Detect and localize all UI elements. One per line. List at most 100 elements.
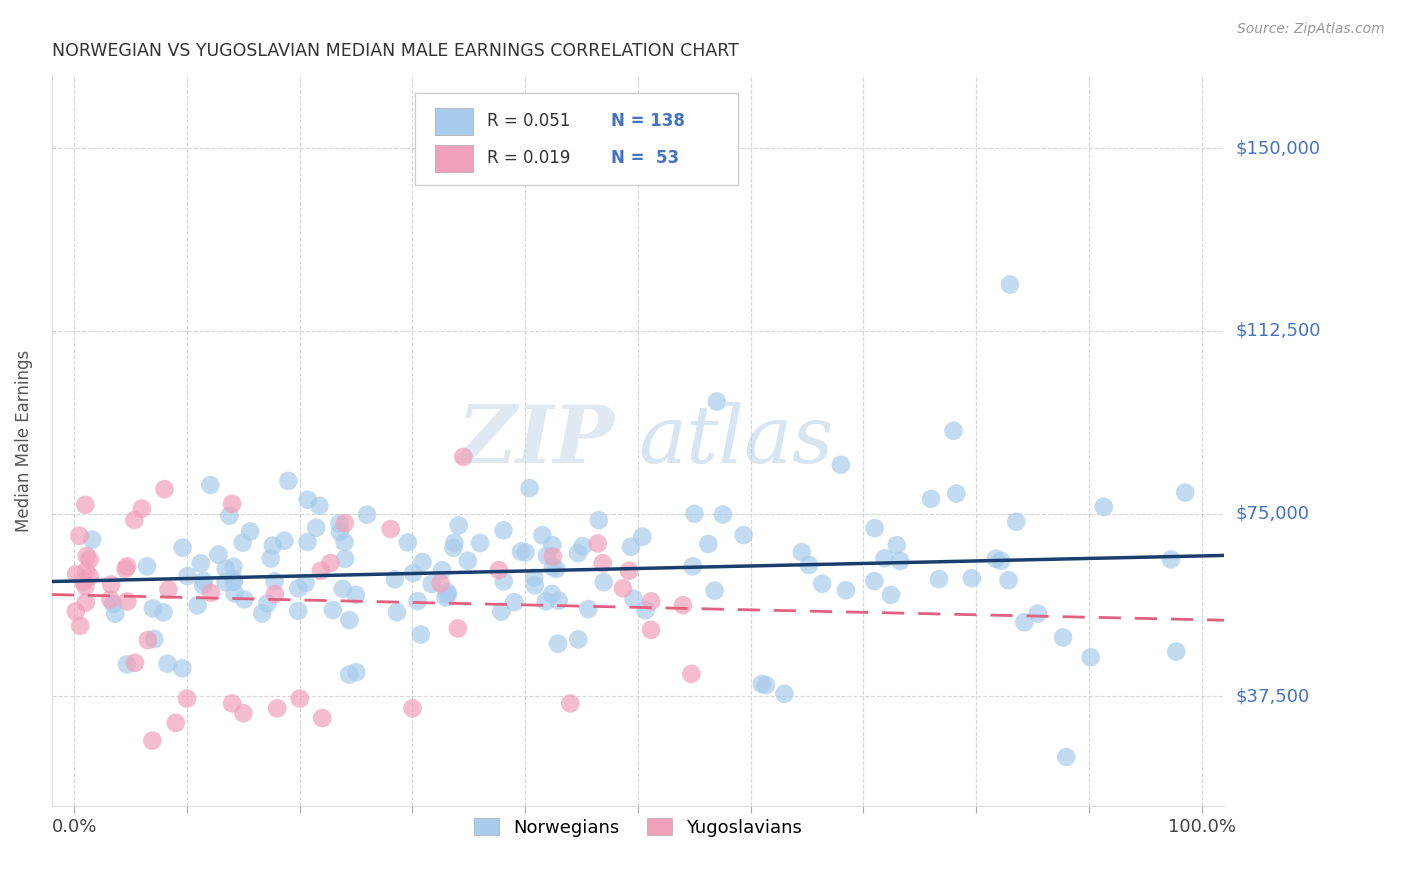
Point [411,555,433,569]
Point [432,563,454,577]
Point [218,508,240,523]
Point [115,657,138,672]
Point [288,691,311,706]
Point [273,533,295,548]
Point [457,554,479,568]
Point [193,578,215,592]
Point [592,575,614,590]
Point [1054,750,1077,764]
Point [640,594,662,608]
Point [224,586,246,600]
Point [523,570,546,584]
Point [124,513,146,527]
Point [260,551,283,566]
Point [79,569,101,583]
Point [409,627,432,641]
Legend: Norwegians, Yugoslavians: Norwegians, Yugoslavians [467,811,810,844]
Text: N =  53: N = 53 [612,149,679,167]
Text: atlas: atlas [638,401,834,479]
Point [200,586,222,600]
Point [541,549,564,564]
Point [406,594,429,608]
Point [640,623,662,637]
Point [337,667,360,681]
Point [356,508,378,522]
Point [1092,500,1115,514]
Point [193,574,215,588]
Point [519,481,541,495]
Point [634,603,657,617]
Point [75,595,97,609]
Point [308,499,330,513]
Point [402,566,425,581]
Point [998,277,1021,292]
Point [468,536,491,550]
Point [960,571,983,585]
Bar [434,145,472,171]
Point [586,536,609,550]
Point [333,535,356,549]
Point [396,535,419,549]
Point [100,577,122,591]
Point [72,574,94,589]
Point [797,558,820,572]
Point [453,450,475,464]
Point [114,562,136,576]
Text: ZIP: ZIP [457,401,614,479]
Point [221,697,243,711]
Point [176,569,198,583]
Point [547,637,569,651]
Point [232,706,254,721]
Point [567,632,589,647]
Point [124,656,146,670]
Point [491,605,513,619]
Point [65,605,87,619]
Point [76,549,98,563]
Point [157,582,180,597]
Point [1052,631,1074,645]
Point [329,525,352,540]
Point [117,594,139,608]
Point [492,574,515,589]
Point [1080,650,1102,665]
Point [620,540,643,554]
Point [385,605,408,619]
Point [536,549,558,563]
Point [305,521,328,535]
Point [790,545,813,559]
Point [541,560,564,574]
Point [333,516,356,531]
Y-axis label: Median Male Earnings: Median Male Earnings [15,350,32,532]
Point [436,588,458,602]
Point [434,591,457,605]
Point [683,507,706,521]
Point [222,572,245,586]
Point [492,524,515,538]
Point [344,665,367,680]
Point [488,563,510,577]
Point [221,497,243,511]
Point [104,607,127,621]
Point [176,691,198,706]
Point [436,585,458,599]
Point [592,557,614,571]
Point [207,548,229,562]
Point [65,566,87,581]
Point [811,576,834,591]
Point [751,677,773,691]
Point [1012,615,1035,630]
Point [131,501,153,516]
Point [889,554,911,568]
Point [523,578,546,592]
Point [733,528,755,542]
Point [682,559,704,574]
Point [711,508,734,522]
Point [703,583,725,598]
Point [623,591,645,606]
Point [863,521,886,535]
Point [443,536,465,550]
Point [319,556,342,570]
Point [266,701,288,715]
Point [297,492,319,507]
Point [1174,485,1197,500]
